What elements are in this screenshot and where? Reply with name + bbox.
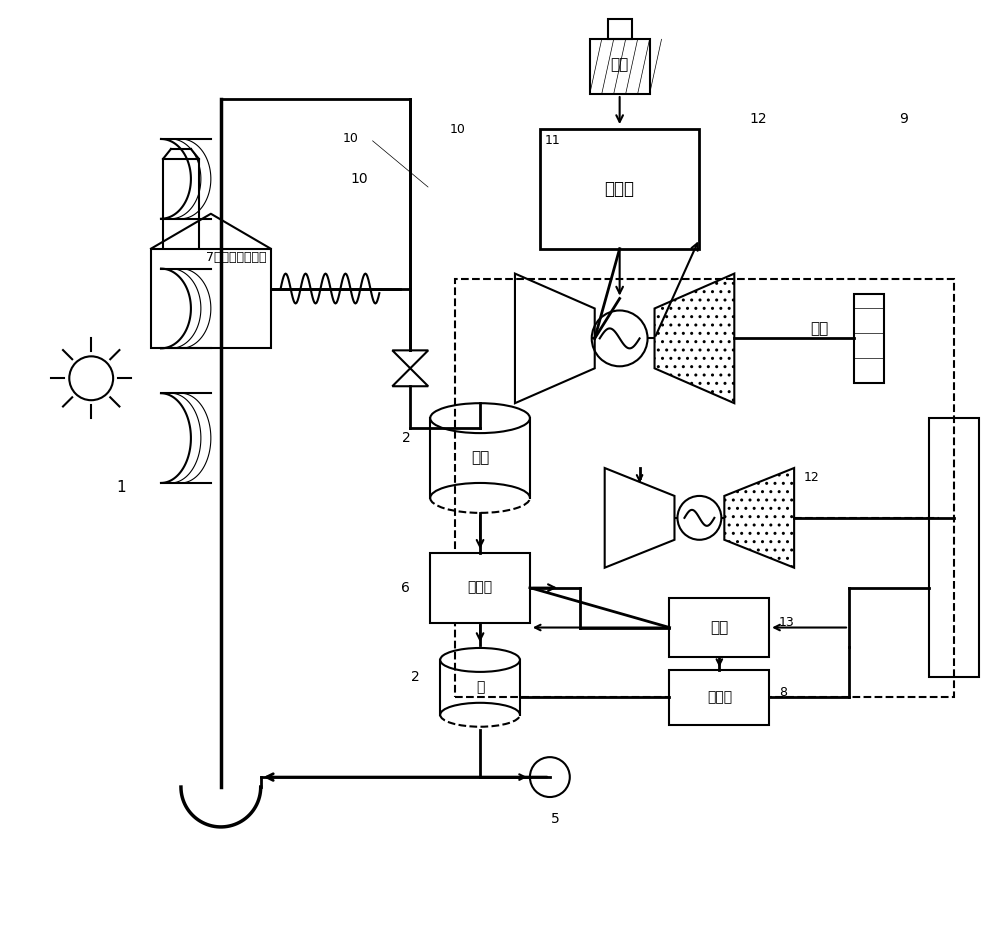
Text: 8: 8: [779, 686, 787, 699]
Text: 空气: 空气: [810, 321, 828, 336]
Polygon shape: [724, 468, 794, 567]
Text: 冷: 冷: [476, 680, 484, 694]
Text: 13: 13: [779, 616, 795, 629]
Bar: [590, 39, 650, 94]
Text: 11: 11: [545, 134, 561, 147]
Polygon shape: [655, 274, 734, 403]
Text: 蒸发器: 蒸发器: [467, 581, 493, 595]
Bar: [540, 129, 699, 249]
Bar: [669, 598, 769, 658]
Text: 9: 9: [899, 112, 908, 126]
Text: 2: 2: [402, 431, 410, 446]
Bar: [430, 552, 530, 623]
Text: 10: 10: [350, 172, 368, 186]
Text: 2: 2: [411, 671, 420, 685]
Text: 燃气: 燃气: [611, 56, 629, 71]
Text: 冷凝器: 冷凝器: [707, 690, 732, 704]
Text: 5: 5: [550, 812, 559, 826]
Bar: [151, 249, 271, 348]
Text: 补热: 补热: [710, 620, 728, 635]
Text: 7传热介质补热器: 7传热介质补热器: [206, 250, 266, 264]
Bar: [455, 279, 954, 697]
Text: 热罐: 热罐: [471, 450, 489, 465]
Polygon shape: [515, 274, 595, 403]
Text: 10: 10: [343, 132, 358, 145]
Text: 10: 10: [450, 123, 466, 135]
Polygon shape: [605, 468, 674, 567]
Bar: [929, 418, 979, 677]
Bar: [608, 20, 632, 39]
Text: 12: 12: [749, 112, 767, 126]
Text: 燃烧室: 燃烧室: [605, 180, 635, 198]
Bar: [163, 159, 199, 279]
Bar: [669, 670, 769, 725]
Text: 1: 1: [116, 480, 126, 495]
Bar: [854, 294, 884, 384]
Text: 6: 6: [401, 581, 410, 595]
Text: 12: 12: [804, 472, 820, 484]
